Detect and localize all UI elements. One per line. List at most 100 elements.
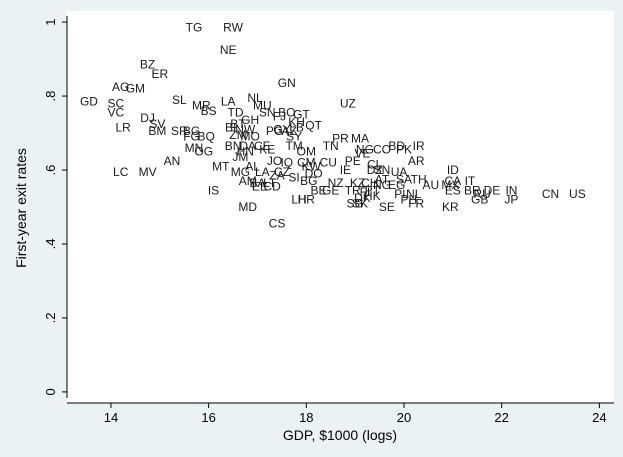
data-point-label: KH xyxy=(288,115,305,129)
data-point-label: FG xyxy=(183,130,200,144)
data-point-label: BR xyxy=(464,183,481,197)
x-tick-label: 24 xyxy=(592,410,606,425)
data-point-label: TM xyxy=(285,139,302,153)
data-point-label: SE xyxy=(379,200,395,214)
data-point-label: KR xyxy=(442,200,459,214)
data-point-label: KW xyxy=(302,159,322,173)
data-point-label: EE xyxy=(252,180,268,194)
data-point-label: AG xyxy=(112,80,129,94)
data-point-label: TN xyxy=(323,139,339,153)
data-point-label: ID xyxy=(447,163,459,177)
data-point-label: CM xyxy=(297,156,316,170)
data-point-label: BO xyxy=(278,106,295,120)
data-point-label: PH xyxy=(401,193,418,207)
data-point-label: VE xyxy=(354,146,370,160)
data-point-label: ZA xyxy=(269,169,284,183)
data-point-label: UA xyxy=(391,165,408,179)
plot-area xyxy=(67,11,614,403)
data-point-label: CL xyxy=(367,157,383,171)
data-point-label: SC xyxy=(108,96,125,110)
data-point-label: CH xyxy=(361,176,378,190)
data-point-label: NL xyxy=(406,187,422,201)
y-axis-title: First-year exit rates xyxy=(13,148,29,268)
data-point-label: MD xyxy=(238,200,257,214)
x-axis-title: GDP, $1000 (logs) xyxy=(283,427,397,443)
data-point-label: IQ xyxy=(280,156,293,170)
y-ticks: 0 .2 .4 .6 .8 1 xyxy=(43,18,67,396)
data-point-label: SR xyxy=(171,124,188,138)
data-point-label: AL xyxy=(245,159,260,173)
data-point-label: SN xyxy=(259,106,276,120)
y-tick-label: .8 xyxy=(43,91,58,102)
data-point-label: PR xyxy=(332,132,349,146)
x-tick-label: 18 xyxy=(299,410,313,425)
data-point-label: RW xyxy=(223,21,243,35)
data-point-label: KZ xyxy=(350,176,365,190)
data-point-label: ER xyxy=(151,67,168,81)
data-point-label: DA xyxy=(239,139,256,153)
x-tick-label: 20 xyxy=(397,410,411,425)
data-point-label: PL xyxy=(394,187,409,201)
data-point-label: ZM xyxy=(229,128,246,142)
data-point-label: BG xyxy=(183,124,200,138)
data-point-label: FI xyxy=(360,185,371,199)
data-point-label: AT xyxy=(375,172,390,186)
data-point-label: NW xyxy=(235,122,256,136)
data-point-label: MX xyxy=(441,178,459,192)
data-point-label: HK xyxy=(364,189,381,203)
data-point-label: AU xyxy=(423,178,440,192)
data-point-label: NG xyxy=(356,143,374,157)
data-point-label: SV xyxy=(149,117,165,131)
data-point-label: NG xyxy=(373,178,391,192)
data-point-label: GN xyxy=(278,76,296,90)
data-point-label: MR xyxy=(192,98,211,112)
data-point-label: MV xyxy=(139,165,157,179)
data-point-label: GH xyxy=(241,113,259,127)
x-tick-label: 14 xyxy=(104,410,118,425)
data-point-label: BQ xyxy=(198,130,215,144)
data-point-label: BM xyxy=(148,124,166,138)
data-point-label: OG xyxy=(194,145,213,159)
data-point-label: GB xyxy=(471,193,488,207)
y-tick-label: 0 xyxy=(43,388,58,395)
data-point-label: CU xyxy=(320,156,337,170)
data-point-label: BG xyxy=(300,174,317,188)
data-point-label: BD xyxy=(388,139,405,153)
axes: 0 .2 .4 .6 .8 1 14 16 18 20 22 24 xyxy=(43,16,614,425)
data-point-label: NL xyxy=(247,91,263,105)
data-point-label: SK xyxy=(352,196,368,210)
y-tick-label: .4 xyxy=(43,239,58,250)
data-point-label: MN xyxy=(185,141,204,155)
data-point-label: DE xyxy=(484,183,501,197)
data-point-label: NZ xyxy=(328,176,344,190)
y-tick-label: .2 xyxy=(43,313,58,324)
data-point-label: LB xyxy=(289,120,304,134)
x-ticks: 14 16 18 20 22 24 xyxy=(104,403,607,425)
data-point-label: VC xyxy=(108,106,125,120)
y-tick-label: 1 xyxy=(43,18,58,25)
data-point-label: PE xyxy=(345,154,361,168)
data-point-label: TD xyxy=(227,106,243,120)
data-point-label: ES xyxy=(445,183,461,197)
data-point-label: CS xyxy=(269,217,286,231)
data-point-label: BI xyxy=(225,120,236,134)
data-point-label: GD xyxy=(80,95,98,109)
data-point-label: MG xyxy=(231,165,250,179)
data-point-label: SY xyxy=(286,130,302,144)
data-point-label: DJ xyxy=(140,111,155,125)
data-point-label: IN xyxy=(505,183,517,197)
data-point-label: AZ xyxy=(282,124,297,138)
data-point-label: IS xyxy=(208,183,219,197)
data-point-label: MO xyxy=(240,130,259,144)
data-point-label: AR xyxy=(408,154,425,168)
data-point-label: GY xyxy=(273,122,290,136)
data-point-label: RU xyxy=(473,187,490,201)
data-point-label: BT xyxy=(230,117,246,131)
data-point-label: LH xyxy=(291,193,306,207)
data-point-label: LA xyxy=(255,165,270,179)
data-point-label: DZ xyxy=(367,163,383,177)
data-point-label: BE xyxy=(311,183,327,197)
data-point-label: MT xyxy=(212,159,230,173)
